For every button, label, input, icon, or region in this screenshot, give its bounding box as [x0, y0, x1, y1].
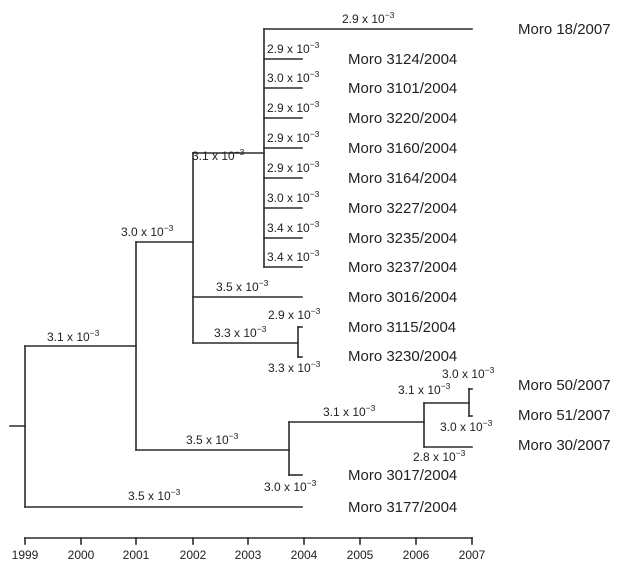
taxon-label: Moro 3016/2004: [348, 289, 457, 306]
taxon-labels: Moro 18/2007 Moro 3124/2004 Moro 3101/20…: [348, 21, 611, 516]
time-axis: 1999 2000 2001 2002 2003 2004 2005 2006 …: [12, 537, 486, 562]
taxon-label: Moro 50/2007: [518, 377, 611, 394]
taxon-label: Moro 3164/2004: [348, 170, 457, 187]
axis-tick-label: 2003: [235, 548, 262, 562]
taxon-label: Moro 3220/2004: [348, 110, 457, 127]
taxon-label: Moro 3124/2004: [348, 51, 457, 68]
axis-tick-label: 2007: [459, 548, 486, 562]
rate-label: 3.5 x 10−3: [128, 487, 181, 503]
rate-label: 3.1 x 10−3: [323, 403, 376, 419]
axis-tick-label: 2001: [123, 548, 150, 562]
taxon-label: Moro 18/2007: [518, 21, 611, 38]
taxon-label: Moro 3017/2004: [348, 467, 457, 484]
rate-label: 2.9 x 10−3: [268, 306, 321, 322]
rate-label: 3.5 x 10−3: [186, 431, 239, 447]
axis-tick-label: 2004: [291, 548, 318, 562]
rate-label: 2.9 x 10−3: [267, 129, 320, 145]
taxon-label: Moro 30/2007: [518, 437, 611, 454]
axis-tick-label: 2005: [347, 548, 374, 562]
rate-label: 3.5 x 10−3: [216, 278, 269, 294]
taxon-label: Moro 3230/2004: [348, 348, 457, 365]
taxon-label: Moro 3160/2004: [348, 140, 457, 157]
rate-label: 3.0 x 10−3: [121, 223, 174, 239]
rate-label: 2.9 x 10−3: [267, 99, 320, 115]
taxon-label: Moro 3227/2004: [348, 200, 457, 217]
rate-label: 2.8 x 10−3: [413, 448, 466, 464]
rate-label: 3.1 x 10−3: [398, 381, 451, 397]
rate-label: 3.3 x 10−3: [268, 359, 321, 375]
taxon-label: Moro 3235/2004: [348, 230, 457, 247]
rate-label: 3.1 x 10−3: [192, 147, 245, 163]
rate-label: 3.0 x 10−3: [267, 69, 320, 85]
rate-label: 3.1 x 10−3: [47, 328, 100, 344]
taxon-label: Moro 3177/2004: [348, 499, 457, 516]
rate-label: 2.9 x 10−3: [342, 10, 395, 26]
taxon-label: Moro 3115/2004: [348, 319, 456, 336]
rate-label: 2.9 x 10−3: [267, 159, 320, 175]
rate-label: 3.0 x 10−3: [264, 478, 317, 494]
rate-label: 3.0 x 10−3: [442, 365, 495, 381]
axis-tick-label: 2002: [180, 548, 207, 562]
axis-tick-label: 2006: [403, 548, 430, 562]
rate-label: 3.0 x 10−3: [440, 418, 493, 434]
rate-label: 3.0 x 10−3: [267, 189, 320, 205]
rate-labels: 3.1 x 10−3 3.0 x 10−3 3.1 x 10−3 2.9 x 1…: [47, 10, 495, 503]
axis-tick-label: 1999: [12, 548, 39, 562]
taxon-label: Moro 3237/2004: [348, 259, 457, 276]
axis-tick-label: 2000: [68, 548, 95, 562]
taxon-label: Moro 51/2007: [518, 407, 611, 424]
rate-label: 3.4 x 10−3: [267, 219, 320, 235]
tree-branches: [9, 28, 473, 508]
rate-label: 3.3 x 10−3: [214, 324, 267, 340]
rate-label: 2.9 x 10−3: [267, 40, 320, 56]
rate-label: 3.4 x 10−3: [267, 248, 320, 264]
taxon-label: Moro 3101/2004: [348, 80, 457, 97]
